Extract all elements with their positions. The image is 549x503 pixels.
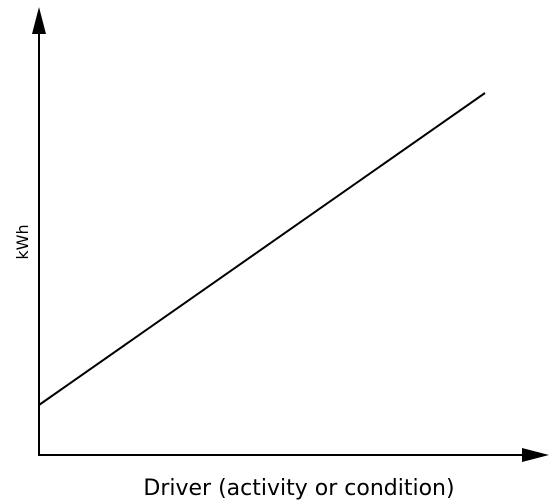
trend-line	[38, 92, 486, 406]
x-axis-arrow	[522, 448, 549, 462]
y-axis-arrow	[32, 7, 46, 34]
y-axis-label: kWh	[13, 224, 32, 259]
x-axis-label: Driver (activity or condition)	[143, 476, 454, 501]
